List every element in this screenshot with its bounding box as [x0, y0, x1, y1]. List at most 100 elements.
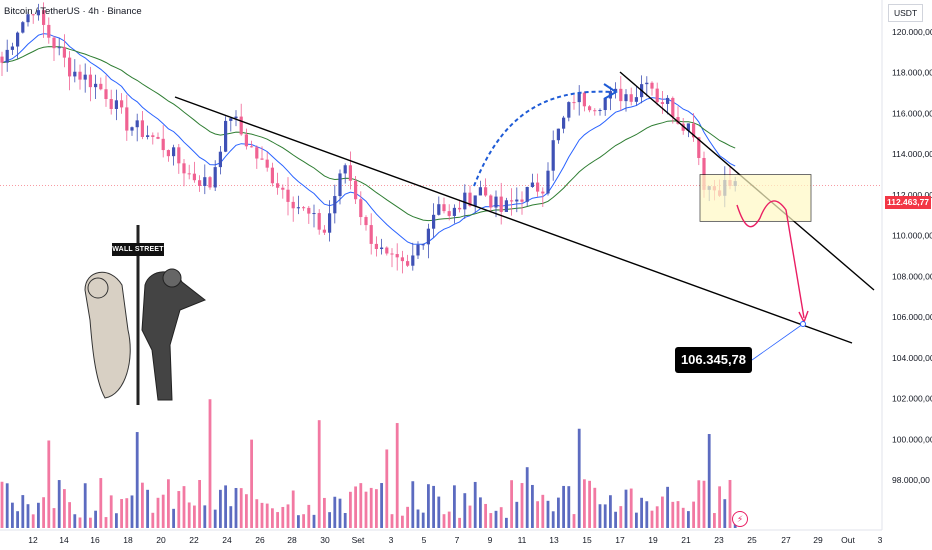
time-tick-label: 13	[549, 535, 559, 545]
candle-body	[307, 207, 311, 214]
candle-body	[582, 92, 586, 107]
volume-bar	[671, 501, 675, 528]
candle-body	[520, 199, 524, 202]
price-tick-label: 116.000,00	[892, 108, 932, 118]
volume-bar	[687, 511, 690, 528]
candle-body	[354, 180, 358, 200]
bear-head	[87, 277, 109, 299]
time-tick-label: 26	[255, 535, 265, 545]
lightning-icon[interactable]: ⚡	[732, 511, 748, 527]
volume-bar	[583, 479, 586, 528]
candle-body	[62, 47, 66, 58]
candle-body	[437, 204, 441, 215]
candle-body	[536, 182, 540, 192]
volume-bar	[541, 494, 545, 528]
volume-bar	[411, 481, 415, 528]
candle-body	[161, 138, 165, 151]
volume-bar	[572, 514, 576, 528]
bear-figure	[84, 271, 131, 399]
volume-bar	[31, 514, 35, 528]
candle-body	[213, 167, 217, 188]
candle-body	[281, 187, 285, 190]
candle-body	[322, 229, 326, 233]
bull-and-bear-illustration	[84, 225, 206, 405]
volume-bar	[499, 507, 503, 528]
candle-body	[146, 135, 150, 137]
candle-body	[666, 97, 670, 104]
candle-body	[390, 253, 394, 255]
candle-body	[510, 200, 514, 202]
volume-bar	[614, 511, 617, 528]
volume-bar	[11, 502, 14, 528]
candle-body	[385, 247, 389, 254]
time-axis: 12 14 16 18 20 22 24 26 28 30 Set 3 5 7 9 11 13 15 17 19 21 2…	[28, 535, 882, 545]
volume-bar	[141, 482, 144, 528]
candle-body	[312, 213, 316, 215]
time-tick-label: 15	[582, 535, 592, 545]
symbol-title: Bitcoin / TetherUS · 4h · Binance	[4, 6, 142, 17]
time-tick-label: 28	[287, 535, 297, 545]
candle-body	[348, 165, 352, 181]
ema-slow-line	[1, 46, 736, 222]
moving-averages	[1, 33, 736, 245]
volume-bar	[401, 515, 404, 528]
candle-body	[614, 88, 618, 92]
candle-body	[634, 97, 638, 102]
volume-bar	[458, 517, 461, 528]
candle-body	[177, 147, 181, 164]
volume-bar	[333, 496, 337, 528]
volume-bar	[468, 505, 472, 528]
target-point	[800, 321, 806, 327]
candle-body	[676, 117, 680, 124]
volume-bar	[728, 479, 732, 528]
trendline	[174, 96, 853, 344]
candle-body	[692, 123, 696, 138]
candle-body	[343, 165, 347, 174]
candle-body	[250, 146, 254, 148]
volume-bar	[286, 504, 290, 528]
volume-bar	[265, 503, 269, 528]
curved-arrowhead	[603, 83, 618, 100]
candle-body	[478, 187, 482, 196]
volume-bar	[427, 484, 430, 528]
time-tick-label: 19	[648, 535, 658, 545]
candle-body	[57, 47, 61, 49]
candle-body	[68, 57, 72, 77]
time-tick-label: 3	[389, 535, 394, 545]
volume-bar	[551, 511, 555, 528]
volume-bar	[219, 489, 222, 528]
candle-body	[619, 88, 623, 102]
volume-bar	[109, 495, 113, 528]
volume-bar	[546, 500, 550, 528]
candles	[0, 2, 737, 274]
candle-body	[458, 207, 462, 210]
price-tick-label: 108.000,00	[892, 271, 932, 281]
volume-bar	[297, 515, 300, 528]
candle-body	[702, 157, 706, 190]
candle-body	[374, 243, 378, 250]
volume-bar	[167, 479, 170, 528]
volume-bar	[567, 486, 571, 528]
price-tick-label: 118.000,00	[892, 68, 932, 78]
candle-body	[26, 14, 30, 23]
volume-bar	[73, 514, 77, 528]
volume-bar	[629, 488, 633, 528]
volume-bar	[307, 504, 311, 528]
candle-body	[208, 177, 212, 188]
candle-body	[432, 214, 436, 229]
candle-body	[52, 37, 56, 49]
volume-bar	[442, 514, 446, 528]
candle-body	[265, 159, 269, 168]
price-tick-label: 110.000,00	[892, 231, 932, 241]
candle-body	[229, 118, 233, 121]
volume-bar	[68, 502, 71, 528]
volume-bar	[78, 517, 82, 528]
volume-bar	[281, 506, 285, 528]
volume-bar	[156, 497, 160, 528]
volume-bar	[666, 486, 669, 528]
candle-body	[47, 24, 51, 38]
candle-body	[697, 137, 701, 158]
volume-bar	[505, 517, 508, 528]
currency-badge[interactable]: USDT	[888, 4, 924, 22]
